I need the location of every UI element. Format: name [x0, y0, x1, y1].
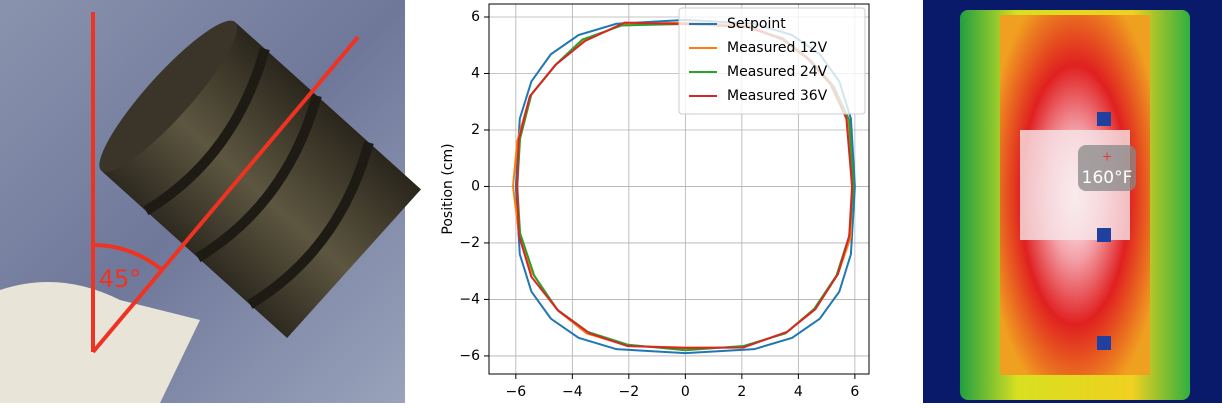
component: [1097, 228, 1111, 242]
x-tick-label: 2: [737, 384, 746, 400]
plot-frame: [488, 3, 870, 375]
y-tick-label: −4: [459, 291, 480, 307]
legend-label: Measured 36V: [727, 88, 828, 104]
x-tick-label: −4: [562, 384, 583, 400]
photo-panel: 45°: [0, 0, 421, 403]
x-tick-label: 6: [850, 384, 859, 400]
angle-label: 45°: [99, 265, 142, 293]
crosshair: +: [1102, 150, 1112, 164]
x-tick-label: 0: [681, 384, 690, 400]
y-tick-label: −6: [459, 348, 480, 364]
y-tick-label: 4: [471, 65, 480, 81]
y-tick-label: 2: [471, 122, 480, 138]
x-tick-label: 4: [794, 384, 803, 400]
legend: Setpoint Measured 12V Measured 24V Measured…: [678, 7, 866, 115]
angle-arc: [92, 242, 164, 272]
component: [1097, 112, 1111, 126]
legend-label: Measured 12V: [727, 40, 828, 56]
legend-box: [678, 7, 866, 115]
thermal-panel: + 160°F: [923, 0, 1222, 403]
y-tick-label: 6: [471, 9, 480, 25]
line-chart: −6 −4 −2 0 2 4 6 −6 −4 −2 0 2 4 6 Position (cm) Setpoin…: [440, 3, 870, 400]
y-axis-label: Position (cm): [440, 143, 456, 234]
x-tick-label: −6: [506, 384, 527, 400]
legend-label: Measured 24V: [727, 64, 828, 80]
tube: [99, 20, 421, 338]
temperature-badge: [1078, 145, 1136, 191]
y-tick-label: −2: [459, 235, 480, 251]
y-tick-label: 0: [471, 178, 480, 194]
legend-label: Setpoint: [727, 16, 786, 32]
temperature-label: 160°F: [1082, 168, 1133, 188]
x-tick-label: −2: [619, 384, 640, 400]
tube-axis-line: [91, 35, 360, 354]
component: [1097, 336, 1111, 350]
